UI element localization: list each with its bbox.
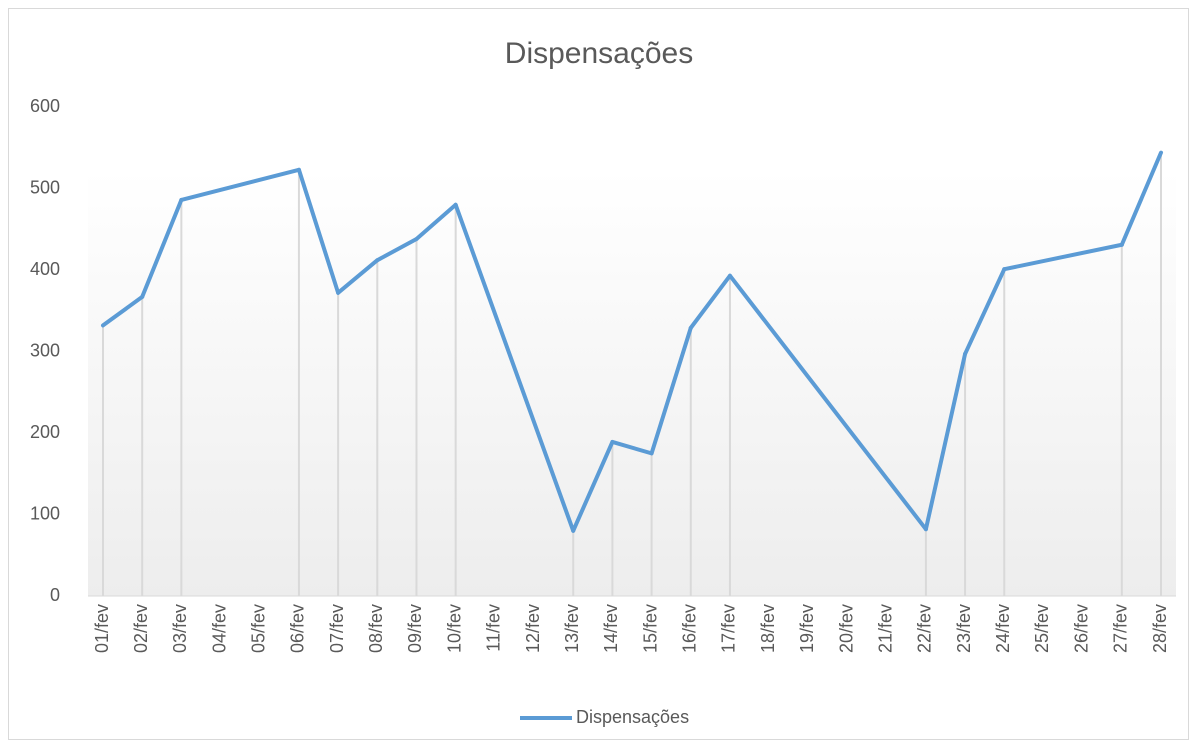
x-tick-label: 28/fev: [1150, 604, 1170, 653]
line-segment: [571, 439, 615, 533]
x-tick-label: 21/fev: [875, 604, 895, 653]
x-tick-label: 19/fev: [797, 604, 817, 653]
chart-title: Dispensações: [505, 37, 693, 70]
line-segment: [923, 351, 968, 532]
x-tick-label: 23/fev: [954, 604, 974, 653]
y-tick-label: 400: [30, 259, 60, 279]
y-tick-label: 600: [30, 96, 60, 116]
x-tick-label: 14/fev: [601, 604, 621, 653]
x-tick-label: 10/fev: [444, 604, 464, 653]
x-tick-label: 26/fev: [1071, 604, 1091, 653]
legend-label: Dispensações: [576, 707, 689, 727]
y-tick-label: 0: [50, 585, 60, 605]
line-segment: [140, 197, 184, 299]
y-tick-label: 200: [30, 422, 60, 442]
y-tick-label: 300: [30, 340, 60, 360]
x-tick-label: 03/fev: [170, 604, 190, 653]
x-tick-label: 17/fev: [719, 604, 739, 653]
x-tick-label: 25/fev: [1032, 604, 1052, 653]
x-tick-label: 12/fev: [523, 604, 543, 653]
line-segment: [1002, 242, 1124, 272]
line-segment: [610, 439, 654, 456]
line-segment: [179, 167, 301, 202]
x-tick-label: 27/fev: [1111, 604, 1131, 653]
line-segment: [453, 202, 576, 533]
line-segment: [1119, 150, 1163, 247]
line-segment: [963, 267, 1007, 356]
x-tick-label: 20/fev: [836, 604, 856, 653]
x-tick-label: 02/fev: [131, 604, 151, 653]
x-tick-label: 09/fev: [405, 604, 425, 653]
y-tick-label: 100: [30, 503, 60, 523]
x-tick-label: 06/fev: [288, 604, 308, 653]
plot-area: [88, 170, 1176, 596]
x-tick-label: 13/fev: [562, 604, 582, 653]
line-segment: [336, 258, 380, 295]
line-segment: [688, 273, 732, 330]
x-tick-label: 24/fev: [993, 604, 1013, 653]
x-tick-label: 15/fev: [640, 604, 660, 653]
x-tick-label: 11/fev: [484, 604, 504, 652]
y-tick-label: 500: [30, 177, 60, 197]
line-segment: [727, 273, 928, 532]
line-segment: [649, 325, 693, 456]
x-tick-label: 08/fev: [366, 604, 386, 653]
x-tick-label: 01/fev: [92, 604, 112, 653]
x-tick-label: 05/fev: [248, 604, 268, 653]
x-tick-label: 07/fev: [327, 604, 347, 653]
line-segment: [296, 167, 341, 295]
x-tick-label: 22/fev: [915, 604, 935, 653]
line-segment: [375, 237, 419, 263]
x-tick-label: 04/fev: [209, 604, 229, 653]
x-tick-label: 16/fev: [680, 604, 700, 653]
x-tick-label: 18/fev: [758, 604, 778, 653]
line-segment: [414, 202, 458, 242]
line-segment: [101, 294, 145, 328]
